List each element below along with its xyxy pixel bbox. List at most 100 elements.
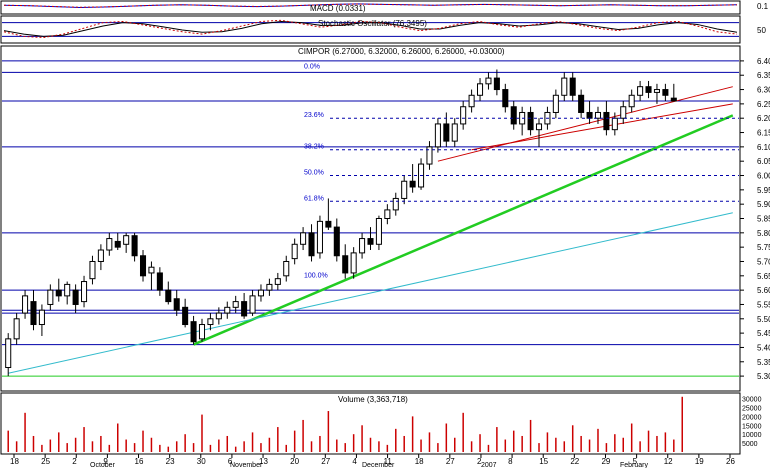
candle-body: [308, 232, 315, 257]
x-day-label: 30: [197, 457, 206, 466]
x-day-label: 18: [10, 457, 19, 466]
x-day-label: 11: [384, 457, 393, 466]
candle-body: [249, 295, 256, 314]
volume-tick-label: 25000: [742, 405, 762, 412]
candle-body: [316, 220, 323, 254]
candle-body: [535, 123, 543, 131]
candle-body: [510, 106, 517, 125]
candle-body: [426, 146, 433, 165]
candle-body: [603, 111, 610, 131]
candle-body: [384, 209, 391, 220]
x-day-label: 23: [166, 457, 175, 466]
x-day-label: 2: [72, 457, 77, 466]
candle-body: [232, 301, 239, 308]
price-tick-label: 5.75: [757, 243, 770, 252]
price-tick-label: 6.20: [757, 114, 770, 123]
candle-body: [224, 306, 231, 314]
price-title: CIMPOR (6.27000, 6.32000, 6.26000, 6.260…: [298, 47, 505, 56]
price-tick-label: 6.10: [757, 143, 770, 152]
candle-body: [662, 89, 669, 96]
x-day-label: 15: [539, 457, 548, 466]
price-tick-label: 6.00: [757, 172, 770, 181]
x-day-label: 29: [601, 457, 610, 466]
candle-body: [30, 301, 37, 326]
candle-body: [359, 238, 366, 254]
candle-body: [611, 117, 618, 131]
candle-body: [561, 77, 568, 96]
candle-body: [5, 338, 12, 369]
x-day-label: 25: [41, 457, 50, 466]
fibonacci-labels: 0.0% 23.6% 38.2% 50.0% 61.8% 100.0%: [304, 63, 739, 280]
trendlines: [8, 86, 734, 374]
fib-label-0: 0.0%: [304, 63, 320, 70]
stochastic-title: Stochastic Oscillator (76.3495): [318, 19, 427, 28]
price-tick-label: 5.85: [757, 215, 770, 224]
stochastic-series: [2, 19, 739, 39]
stochastic-ytick: 50: [757, 26, 766, 35]
x-day-label: 22: [570, 457, 579, 466]
macd-panel: [0, 0, 741, 15]
candle-body: [342, 255, 349, 274]
price-tick-label: 6.25: [757, 100, 770, 109]
fib-label-4: 61.8%: [304, 195, 324, 202]
candle-body: [620, 106, 627, 119]
x-day-label: 6: [228, 457, 233, 466]
candle-body: [198, 324, 206, 340]
candle-body: [106, 238, 113, 251]
candle-body: [350, 252, 357, 274]
candle-body: [81, 281, 88, 303]
candle-body: [586, 111, 593, 119]
stoch-d-line: [3, 20, 738, 37]
candle-body: [72, 289, 79, 305]
price-tick-label: 6.30: [757, 86, 770, 95]
candle-body: [443, 123, 450, 142]
trendline-support-green: [193, 114, 734, 346]
candle-body: [637, 86, 644, 96]
x-day-label: 19: [695, 457, 704, 466]
candle-body: [460, 106, 467, 125]
candle-body: [325, 220, 332, 228]
price-tick-label: 6.40: [757, 57, 770, 66]
candle-body: [502, 89, 509, 108]
candle-body: [628, 94, 635, 108]
candle-body: [148, 266, 155, 274]
volume-tick-label: 20000: [742, 414, 762, 421]
fib-label-3: 50.0%: [304, 170, 324, 177]
candle-body: [645, 86, 652, 93]
x-day-label: 27: [321, 457, 330, 466]
x-day-label: 8: [508, 457, 513, 466]
candle-body: [401, 180, 408, 199]
price-tick-label: 5.35: [757, 358, 770, 367]
candle-body: [485, 77, 492, 85]
candle-body: [22, 295, 29, 314]
x-day-label: 4: [352, 457, 357, 466]
price-tick-label: 5.95: [757, 186, 770, 195]
candle-body: [114, 240, 121, 248]
candle-body: [451, 123, 458, 142]
x-day-label: 12: [664, 457, 673, 466]
price-tick-label: 5.60: [757, 286, 770, 295]
axes: 6.40 6.35 6.30 6.25 6.20 6.15 6.10 6.05 6.00 5.95…: [10, 57, 770, 468]
candle-body: [333, 226, 340, 257]
volume-tick-label: 5000: [742, 441, 758, 448]
x-month-label: December: [362, 462, 395, 468]
candlesticks: [5, 69, 677, 377]
fib-label-1: 23.6%: [304, 112, 324, 119]
price-gridlines: [2, 60, 739, 377]
volume-tick-label: 30000: [742, 397, 762, 404]
price-panel: [0, 45, 741, 392]
candle-body: [139, 255, 147, 277]
candle-body: [569, 77, 576, 96]
trendline-upper: [437, 86, 733, 162]
candle-body: [653, 89, 660, 93]
candle-body: [367, 238, 374, 245]
price-tick-label: 5.80: [757, 229, 770, 238]
candle-body: [55, 289, 62, 297]
candle-body: [527, 111, 534, 131]
macd-series: [3, 3, 738, 9]
candle-body: [578, 94, 585, 113]
candle-body: [47, 289, 54, 305]
candle-body: [468, 94, 475, 108]
candle-body: [670, 97, 677, 102]
